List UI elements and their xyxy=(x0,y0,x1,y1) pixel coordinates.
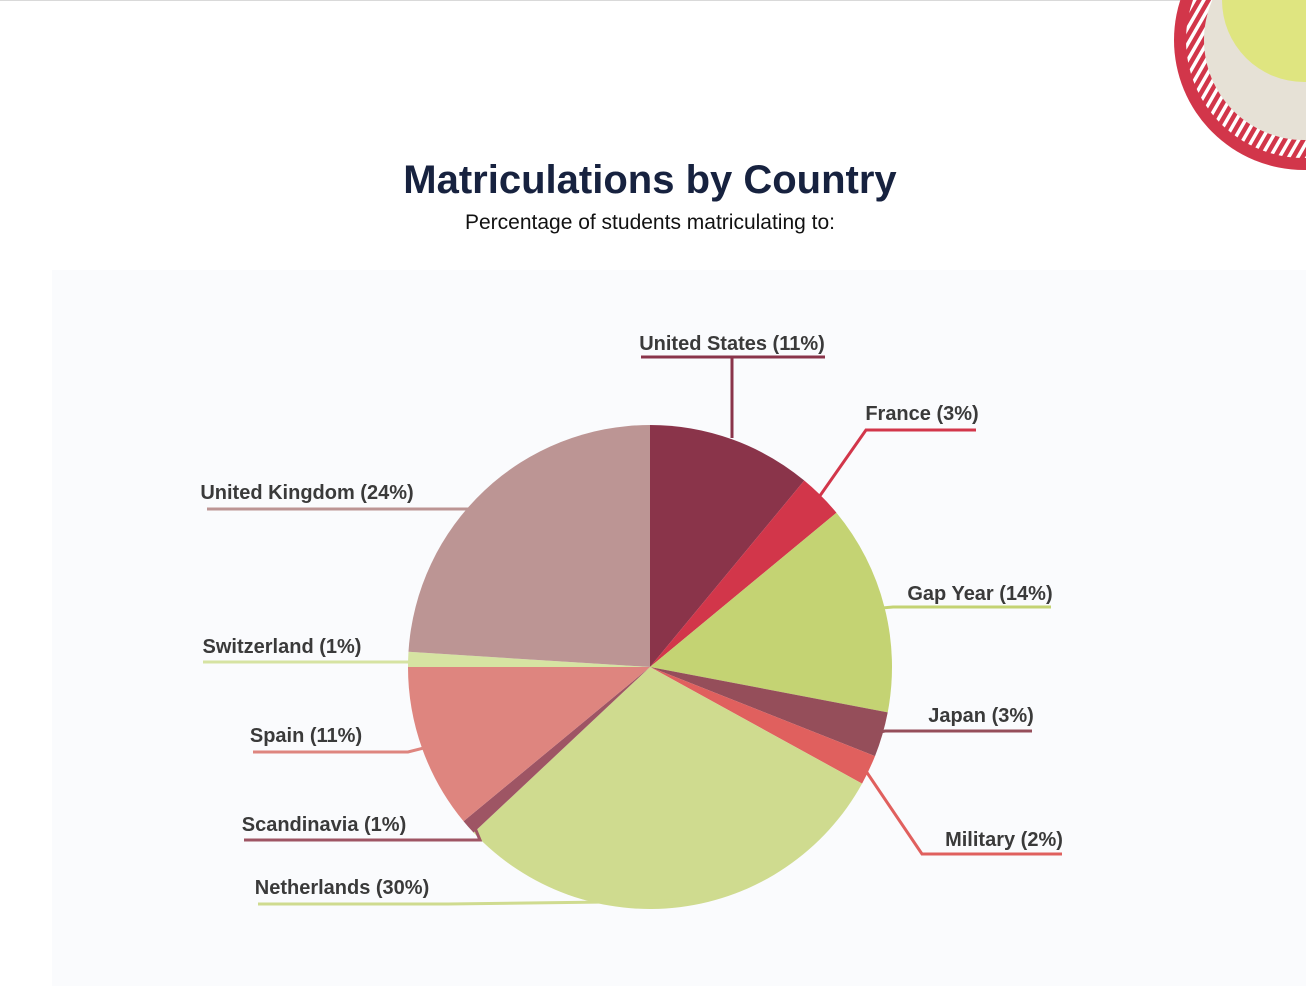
leader-line-spain xyxy=(253,745,429,754)
pie-label-military: Military (2%) xyxy=(945,829,1063,851)
pie-leader-lines xyxy=(203,355,1062,906)
leader-line-france xyxy=(815,428,976,501)
leader-line-switzerland xyxy=(203,658,415,664)
pie-slice-united-states xyxy=(650,425,805,667)
pie-label-japan: Japan (3%) xyxy=(928,705,1034,727)
pie-slice-france xyxy=(650,480,837,667)
pie-labels: United States (11%) France (3%) Gap Year (… xyxy=(200,333,1063,899)
pie-slice-military xyxy=(650,667,876,784)
pie-slice-japan xyxy=(650,667,888,757)
leader-line-gap-year xyxy=(878,605,1051,610)
pie-label-switzerland: Switzerland (1%) xyxy=(203,636,362,658)
leader-line-japan xyxy=(876,729,1032,735)
leader-line-scandinavia xyxy=(244,822,483,842)
pie-label-scandinavia: Scandinavia (1%) xyxy=(242,814,407,836)
top-border xyxy=(0,0,1306,1)
pie-label-gap-year: Gap Year (14%) xyxy=(907,583,1052,605)
pie-slice-scandinavia xyxy=(463,667,650,833)
chart-title: Matriculations by Country xyxy=(403,158,897,202)
pie-slice-netherlands xyxy=(473,667,863,910)
corner-decoration xyxy=(1174,0,1306,170)
pie-slice-switzerland xyxy=(408,651,650,667)
pie-label-spain: Spain (11%) xyxy=(250,725,362,747)
leader-line-united-kingdom xyxy=(207,493,490,511)
leader-line-united-states xyxy=(641,355,825,438)
leader-line-netherlands xyxy=(258,899,680,906)
pie-slice-gap-year xyxy=(650,512,892,713)
chart-subtitle: Percentage of students matriculating to: xyxy=(464,211,836,234)
deco-yellow-disc xyxy=(1222,0,1306,82)
pie-slice-spain xyxy=(408,667,650,822)
pie-label-united-states: United States (11%) xyxy=(639,333,825,355)
pie-label-netherlands: Netherlands (30%) xyxy=(255,877,430,899)
leader-line-military xyxy=(862,766,1062,856)
pie-slice-united-kingdom xyxy=(408,425,650,667)
pie-slices xyxy=(408,425,892,910)
pie-label-united-kingdom: United Kingdom (24%) xyxy=(200,482,413,504)
pie-label-france: France (3%) xyxy=(865,403,978,425)
